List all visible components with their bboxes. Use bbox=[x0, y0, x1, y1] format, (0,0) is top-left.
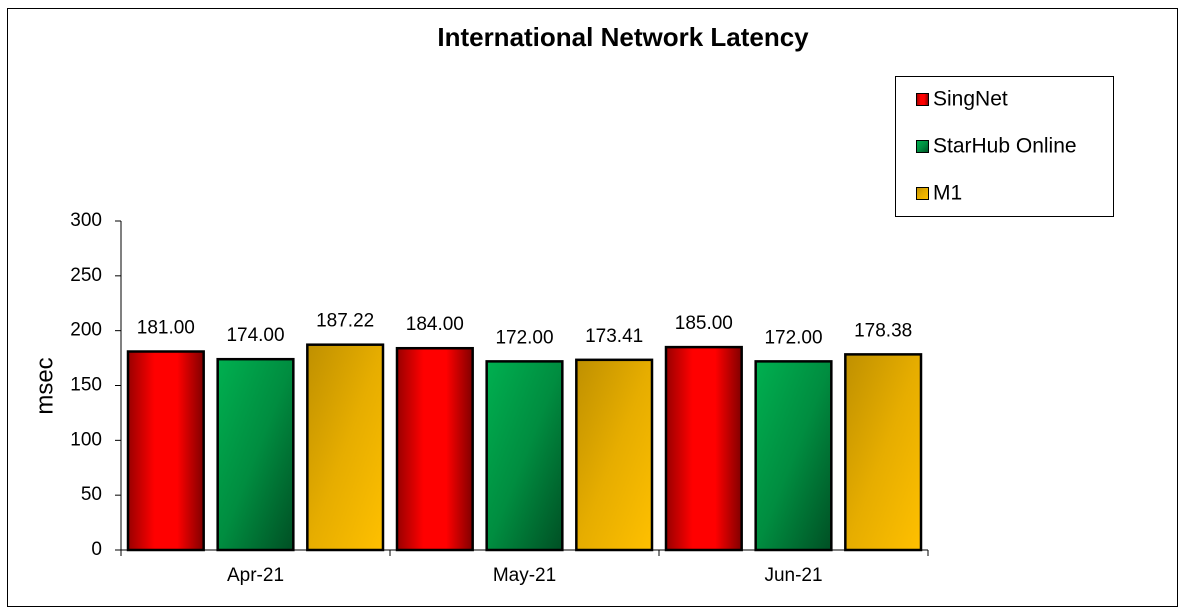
value-label: 173.41 bbox=[585, 326, 643, 347]
bar bbox=[306, 343, 385, 552]
value-label: 184.00 bbox=[406, 314, 464, 335]
y-tick-label: 250 bbox=[70, 265, 102, 286]
value-label: 172.00 bbox=[764, 327, 822, 348]
bar bbox=[395, 346, 474, 552]
y-tick-label: 300 bbox=[70, 210, 102, 231]
y-tick-label: 100 bbox=[70, 429, 102, 450]
value-label: 181.00 bbox=[137, 318, 195, 339]
value-label: 185.00 bbox=[675, 313, 733, 334]
value-label: 172.00 bbox=[495, 327, 553, 348]
y-tick-label: 200 bbox=[70, 320, 102, 341]
bar bbox=[126, 350, 205, 552]
x-tick-label: May-21 bbox=[493, 565, 556, 586]
bar bbox=[485, 360, 564, 552]
legend-box bbox=[895, 76, 1114, 217]
y-axis-label: msec bbox=[31, 357, 58, 414]
bar bbox=[844, 353, 923, 552]
y-tick-label: 0 bbox=[91, 539, 102, 560]
value-label: 174.00 bbox=[226, 325, 284, 346]
bar bbox=[216, 357, 295, 552]
bar bbox=[575, 358, 654, 552]
y-tick-label: 50 bbox=[81, 484, 102, 505]
x-tick-label: Jun-21 bbox=[764, 565, 822, 586]
legend-label: M1 bbox=[933, 182, 962, 205]
x-tick-label: Apr-21 bbox=[227, 565, 284, 586]
legend-label: SingNet bbox=[933, 88, 1008, 111]
bar bbox=[664, 345, 743, 552]
value-label: 187.22 bbox=[316, 311, 374, 332]
y-tick-label: 150 bbox=[70, 375, 102, 396]
value-label: 178.38 bbox=[854, 320, 912, 341]
chart-title: International Network Latency bbox=[437, 22, 809, 52]
legend-swatch bbox=[916, 140, 929, 153]
legend-label: StarHub Online bbox=[933, 135, 1077, 158]
bar bbox=[754, 360, 833, 552]
legend-swatch bbox=[916, 93, 929, 106]
legend-swatch bbox=[916, 187, 929, 200]
